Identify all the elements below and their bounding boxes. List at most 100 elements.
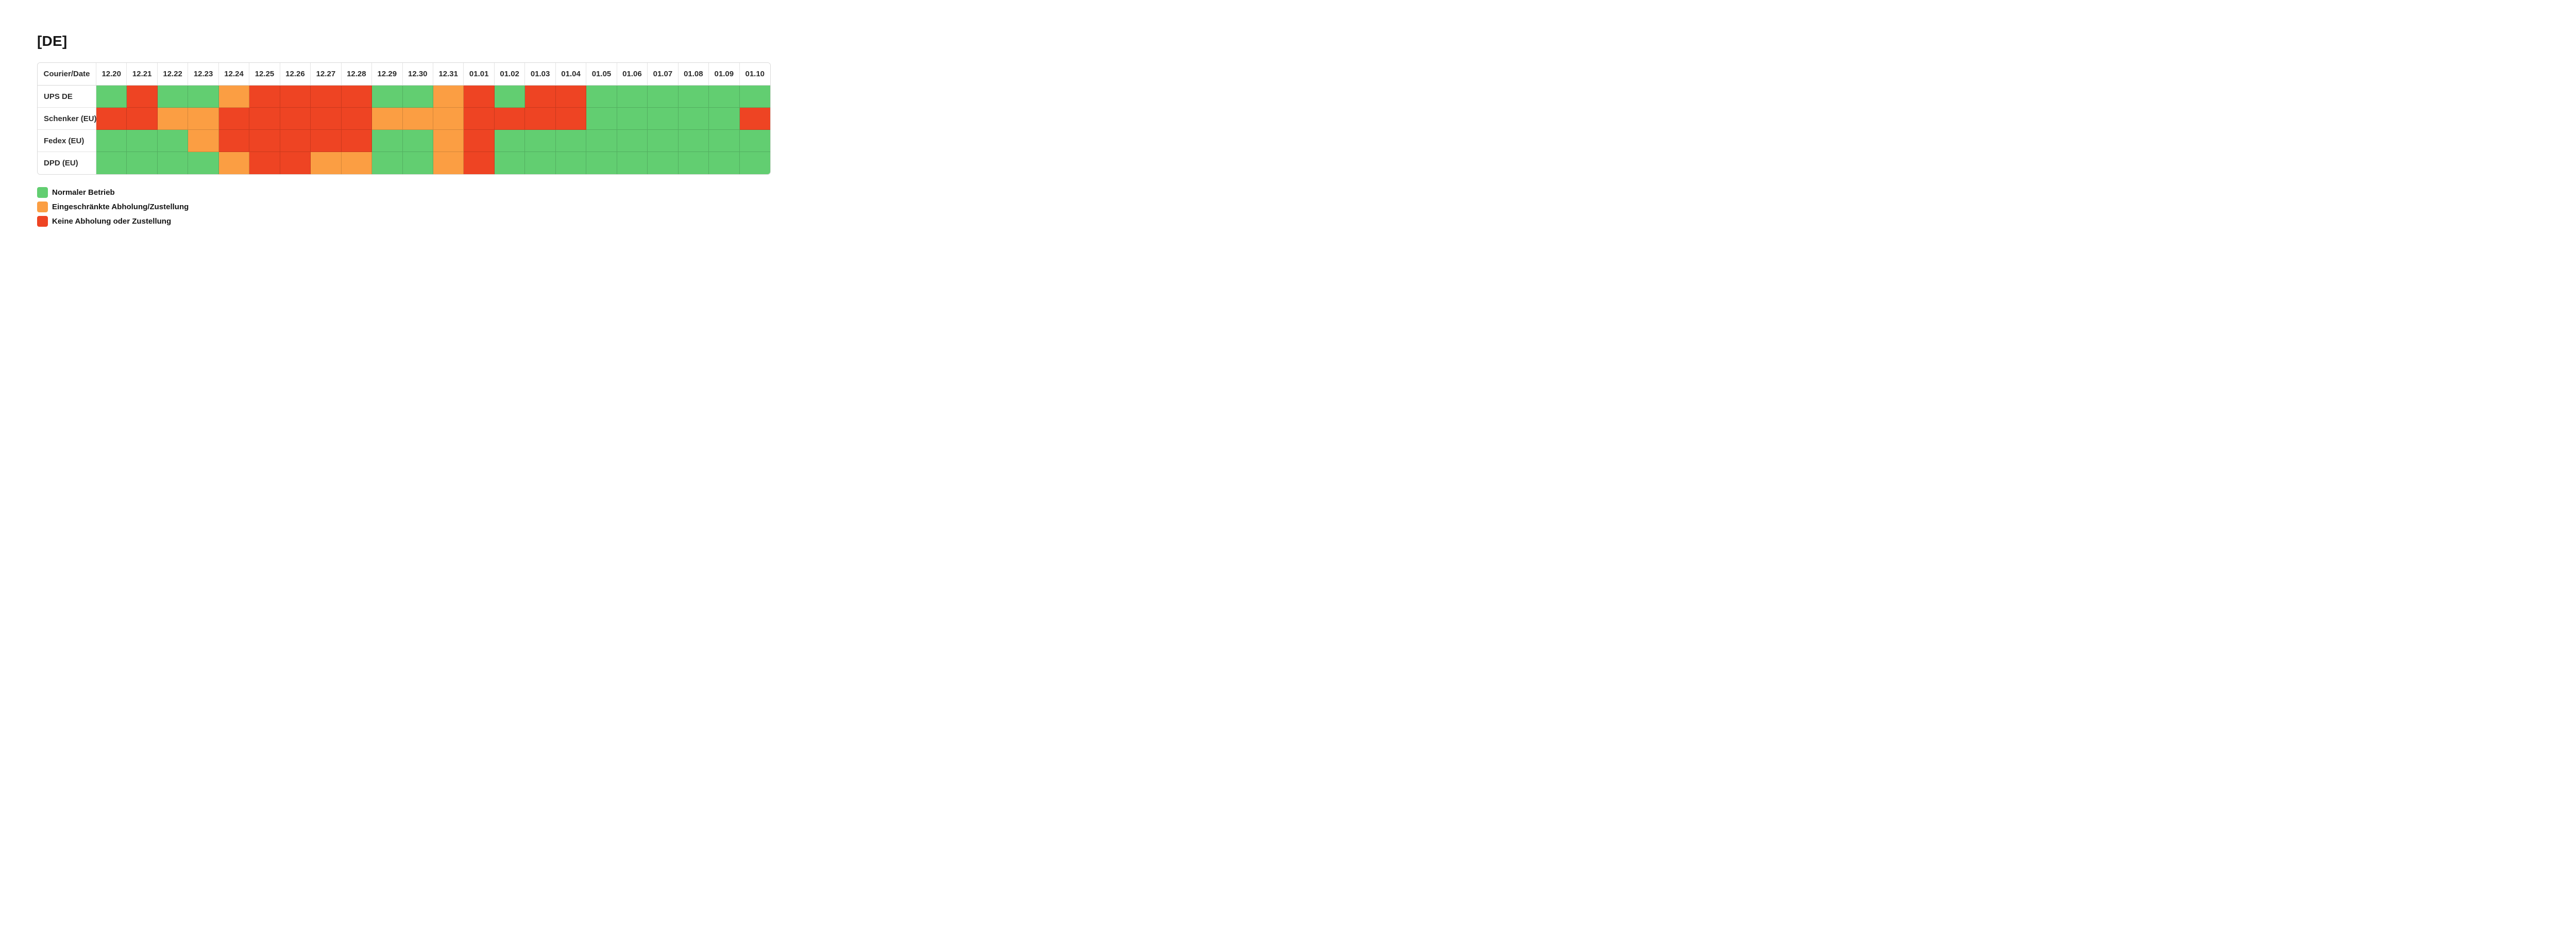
date-header-cell: 12.23 [188, 63, 219, 86]
status-cell-normal [494, 152, 526, 174]
status-cell-normal [372, 152, 403, 174]
status-cell-normal [96, 152, 127, 174]
date-header-cell: 12.20 [96, 63, 127, 86]
status-cell-limited [433, 86, 464, 108]
date-header-cell: 12.31 [433, 63, 464, 86]
status-cell-none [280, 130, 311, 152]
status-cell-none [249, 152, 280, 174]
status-cell-limited [402, 108, 433, 130]
status-cell-normal [586, 130, 617, 152]
date-header-cell: 01.08 [678, 63, 709, 86]
status-cell-normal [127, 130, 158, 152]
status-cell-none [464, 108, 495, 130]
status-cell-normal [555, 130, 587, 152]
status-cell-none [464, 86, 495, 108]
status-cell-normal [157, 130, 189, 152]
status-cell-normal [586, 86, 617, 108]
date-header-cell: 01.05 [586, 63, 617, 86]
status-cell-none [464, 130, 495, 152]
status-cell-limited [433, 152, 464, 174]
status-cell-none [218, 130, 250, 152]
status-cell-limited [188, 108, 219, 130]
status-cell-normal [494, 130, 526, 152]
status-cell-normal [96, 130, 127, 152]
status-cell-normal [372, 130, 403, 152]
courier-status-table: Courier/Date 12.20 12.21 12.22 12.23 12.24 12.… [37, 62, 771, 175]
date-header-cell: 01.06 [617, 63, 648, 86]
status-cell-none [341, 130, 372, 152]
status-cell-normal [739, 86, 770, 108]
legend-swatch-none-icon [37, 216, 48, 227]
status-cell-none [494, 108, 526, 130]
status-cell-normal [157, 152, 189, 174]
courier-label-cell: DPD (EU) [38, 152, 96, 174]
date-header-cell: 01.02 [494, 63, 526, 86]
status-cell-normal [525, 130, 556, 152]
status-cell-limited [188, 130, 219, 152]
date-header-cell: 12.21 [127, 63, 158, 86]
courier-label-cell: UPS DE [38, 86, 96, 108]
status-cell-none [341, 108, 372, 130]
status-cell-normal [709, 130, 740, 152]
date-header-cell: 01.01 [464, 63, 495, 86]
status-cell-none [555, 86, 587, 108]
legend-label: Keine Abholung oder Zustellung [52, 217, 172, 226]
legend-item-none: Keine Abholung oder Zustellung [37, 216, 189, 227]
page-title: [DE] [37, 33, 67, 49]
status-cell-normal [739, 130, 770, 152]
status-cell-none [525, 108, 556, 130]
status-cell-none [311, 108, 342, 130]
status-cell-normal [678, 130, 709, 152]
date-header-cell: 01.10 [739, 63, 770, 86]
legend-label: Normaler Betrieb [52, 188, 115, 197]
date-header-cell: 12.29 [372, 63, 403, 86]
status-cell-normal [617, 130, 648, 152]
status-cell-normal [372, 86, 403, 108]
status-cell-limited [372, 108, 403, 130]
courier-label-cell: Fedex (EU) [38, 130, 96, 152]
status-cell-normal [709, 108, 740, 130]
status-cell-none [280, 152, 311, 174]
status-cell-none [249, 130, 280, 152]
status-cell-limited [311, 152, 342, 174]
status-cell-normal [678, 108, 709, 130]
status-cell-normal [127, 152, 158, 174]
status-cell-none [127, 86, 158, 108]
legend-swatch-normal-icon [37, 187, 48, 198]
status-cell-normal [739, 152, 770, 174]
status-cell-none [218, 108, 250, 130]
status-cell-limited [218, 152, 250, 174]
status-cell-normal [96, 86, 127, 108]
date-header-cell: 01.03 [525, 63, 556, 86]
legend-swatch-limited-icon [37, 202, 48, 212]
status-cell-normal [586, 108, 617, 130]
status-cell-normal [709, 152, 740, 174]
status-cell-none [464, 152, 495, 174]
page: [DE] Courier/Date 12.20 12.21 12.22 12.23 12.… [0, 0, 804, 263]
corner-header-cell: Courier/Date [38, 63, 96, 86]
status-cell-normal [402, 130, 433, 152]
date-header-cell: 01.07 [648, 63, 679, 86]
status-cell-none [311, 86, 342, 108]
status-cell-none [249, 86, 280, 108]
status-cell-normal [709, 86, 740, 108]
status-cell-limited [157, 108, 189, 130]
status-cell-normal [648, 152, 679, 174]
date-header-cell: 12.30 [402, 63, 433, 86]
status-cell-normal [678, 152, 709, 174]
courier-table-grid: Courier/Date 12.20 12.21 12.22 12.23 12.24 12.… [38, 63, 770, 174]
status-cell-normal [188, 86, 219, 108]
date-header-cell: 01.09 [709, 63, 740, 86]
date-header-cell: 12.24 [218, 63, 250, 86]
status-cell-none [341, 86, 372, 108]
status-cell-none [280, 108, 311, 130]
status-cell-limited [433, 108, 464, 130]
status-cell-normal [648, 108, 679, 130]
date-header-cell: 12.26 [280, 63, 311, 86]
status-cell-limited [218, 86, 250, 108]
date-header-cell: 12.28 [341, 63, 372, 86]
date-header-cell: 12.22 [157, 63, 189, 86]
status-cell-normal [617, 108, 648, 130]
status-cell-none [280, 86, 311, 108]
status-cell-normal [494, 86, 526, 108]
